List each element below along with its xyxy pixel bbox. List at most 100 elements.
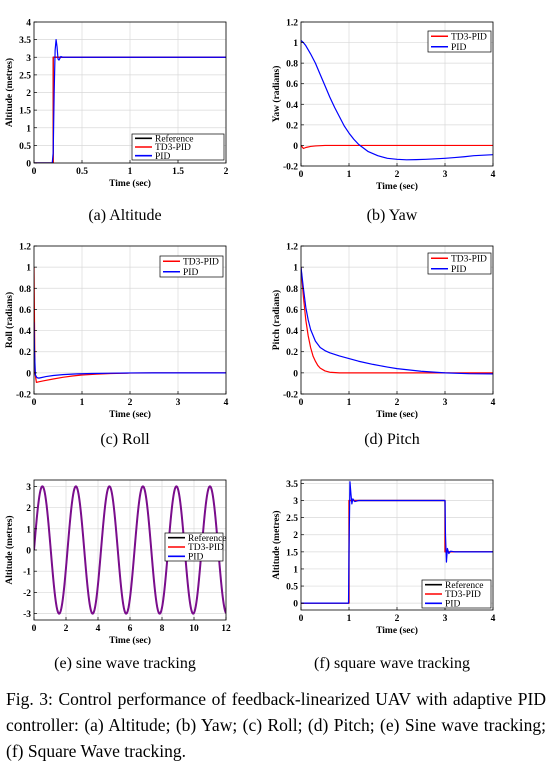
x-axis-label: Time (sec) — [109, 635, 151, 646]
y-tick-label: 0.4 — [19, 327, 31, 337]
x-axis-label: Time (sec) — [109, 409, 151, 420]
legend-label: Reference — [188, 533, 227, 544]
y-tick-label: -0.2 — [283, 163, 298, 173]
legend-label: TD3-PID — [155, 143, 191, 153]
y-tick-label: 1 — [293, 39, 298, 49]
x-tick-label: 2 — [64, 624, 69, 634]
legend-label: Reference — [445, 580, 484, 591]
y-tick-label: 2.5 — [286, 514, 298, 524]
x-axis-label: Time (sec) — [376, 181, 418, 192]
y-tick-label: 4 — [26, 19, 31, 29]
y-tick-label: 0 — [26, 369, 31, 379]
x-tick-label: 4 — [491, 398, 496, 408]
x-axis-label: Time (sec) — [109, 178, 151, 189]
x-tick-label: 2 — [395, 170, 400, 180]
x-tick-label: 0 — [299, 170, 304, 180]
y-tick-label: 0 — [26, 547, 31, 557]
y-tick-label: 0.6 — [286, 80, 298, 90]
legend-label: PID — [188, 553, 203, 563]
series-group — [301, 40, 493, 161]
legend-label: PID — [451, 43, 466, 53]
y-tick-label: 0.8 — [286, 60, 298, 70]
series-line-td3-pid — [301, 144, 493, 150]
legend-label: Reference — [155, 134, 194, 145]
x-tick-label: 0 — [32, 398, 37, 408]
y-axis-label: Pitch (radians) — [271, 290, 282, 350]
y-tick-label: 1 — [293, 565, 298, 575]
y-tick-label: 0.5 — [19, 142, 31, 152]
x-tick-label: 1 — [128, 167, 133, 177]
y-tick-label: 3 — [293, 497, 298, 507]
series-group — [301, 267, 493, 375]
y-tick-label: 0.2 — [286, 348, 298, 358]
y-tick-label: 0 — [293, 142, 298, 152]
y-tick-label: 3 — [26, 483, 31, 493]
x-tick-label: 0 — [299, 614, 304, 624]
y-tick-label: -0.2 — [16, 391, 31, 401]
x-tick-label: 2 — [224, 167, 229, 177]
subcaption: (f) square wave tracking — [314, 655, 470, 672]
legend-label: TD3-PID — [451, 32, 487, 42]
y-tick-label: 1 — [26, 124, 31, 134]
series-line-pid — [301, 40, 493, 161]
y-tick-label: 0.2 — [286, 121, 298, 131]
y-axis-label: Yaw (radians) — [271, 66, 282, 123]
y-tick-label: 1.5 — [286, 548, 298, 558]
y-tick-label: 3 — [26, 54, 31, 64]
y-tick-label: 0.5 — [286, 583, 298, 593]
legend-label: PID — [183, 268, 198, 278]
y-tick-label: -0.2 — [283, 391, 298, 401]
x-tick-label: 3 — [176, 398, 181, 408]
y-axis-label: Altitude (metres) — [4, 515, 15, 584]
legend-label: PID — [155, 152, 170, 162]
y-axis-label: Roll (radians) — [4, 292, 15, 348]
y-tick-label: 0.6 — [19, 306, 31, 316]
y-tick-label: 3.5 — [286, 480, 298, 490]
x-tick-label: 12 — [221, 624, 231, 634]
series-group — [34, 485, 226, 615]
x-tick-label: 0 — [32, 624, 37, 634]
y-tick-label: 1 — [293, 264, 298, 274]
x-axis-label: Time (sec) — [376, 409, 418, 420]
y-tick-label: 1 — [26, 525, 31, 535]
x-tick-label: 4 — [96, 624, 101, 634]
y-tick-label: 0 — [26, 160, 31, 170]
x-tick-label: 1 — [347, 614, 352, 624]
x-tick-label: 2 — [128, 398, 133, 408]
legend-label: TD3-PID — [445, 590, 481, 600]
x-tick-label: 1 — [347, 398, 352, 408]
x-tick-label: 1 — [347, 170, 352, 180]
series-line-td3-pid — [301, 267, 493, 374]
y-tick-label: 0.8 — [286, 285, 298, 295]
y-tick-label: 0.6 — [286, 306, 298, 316]
series-group — [301, 481, 493, 604]
series-group — [34, 267, 226, 383]
y-tick-label: 1.2 — [19, 243, 31, 253]
y-tick-label: 1 — [26, 264, 31, 274]
y-tick-label: 0 — [293, 369, 298, 379]
legend-label: TD3-PID — [451, 254, 487, 264]
subcaption: (e) sine wave tracking — [54, 655, 196, 672]
series-line-pid — [301, 267, 493, 375]
legend-label: PID — [445, 600, 460, 610]
legend-label: TD3-PID — [183, 257, 219, 267]
y-tick-label: -1 — [23, 568, 31, 578]
y-tick-label: 3.5 — [19, 36, 31, 46]
series-line-pid — [34, 322, 226, 379]
y-axis-label: Altitude (metres) — [4, 58, 15, 127]
figure-caption: Fig. 3: Control performance of feedback-… — [6, 689, 546, 761]
y-axis-label: Altitude (metres) — [271, 510, 282, 579]
y-tick-label: -3 — [23, 610, 31, 620]
y-tick-label: 2 — [26, 89, 31, 99]
legend-label: TD3-PID — [188, 543, 224, 553]
y-tick-label: 0.4 — [286, 327, 298, 337]
y-tick-label: 2.5 — [19, 71, 31, 81]
x-tick-label: 4 — [224, 398, 229, 408]
